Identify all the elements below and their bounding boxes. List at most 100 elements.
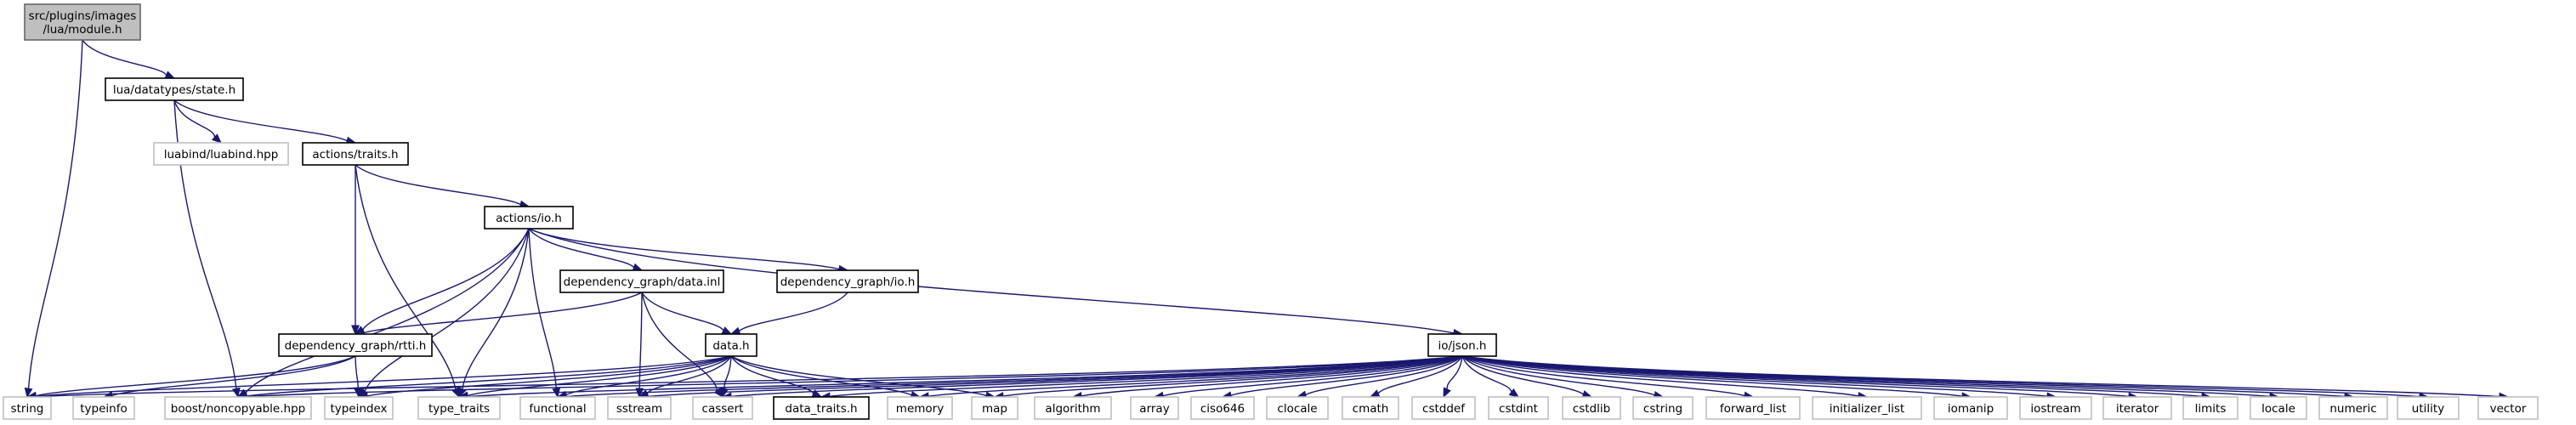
edge-state_h-to-traits_h — [173, 99, 357, 145]
edge-json_h-to-cstddef — [1443, 355, 1463, 399]
node-label: memory — [896, 402, 944, 416]
node-label: cstdint — [1499, 402, 1538, 416]
node-label: iostream — [2030, 402, 2080, 416]
node-data_traits_h[interactable]: data_traits.h — [773, 396, 870, 420]
node-state_h[interactable]: lua/datatypes/state.h — [105, 77, 244, 101]
node-box — [559, 269, 724, 293]
node-box — [302, 142, 409, 166]
node-luabind_hpp: luabind/luabind.hpp — [153, 142, 289, 166]
node-label: type_traits — [428, 402, 490, 416]
node-actions_io_h[interactable]: actions/io.h — [484, 206, 574, 230]
node-label: string — [11, 402, 44, 416]
node-box — [1562, 396, 1621, 420]
node-box — [887, 396, 953, 420]
node-label: typeindex — [330, 402, 387, 416]
node-box — [1427, 333, 1497, 357]
node-data_h[interactable]: data.h — [705, 333, 757, 357]
node-cassert: cassert — [692, 396, 753, 420]
node-box — [24, 3, 141, 41]
node-iostream: iostream — [2019, 396, 2092, 420]
node-functional: functional — [519, 396, 596, 420]
node-noncopyable: boost/noncopyable.hpp — [164, 396, 312, 420]
node-string: string — [3, 396, 52, 420]
edge-module_h-to-string — [24, 39, 83, 399]
node-box — [1812, 396, 1922, 420]
node-traits_h[interactable]: actions/traits.h — [302, 142, 409, 166]
node-memory: memory — [887, 396, 953, 420]
node-module_h[interactable]: src/plugins/images/lua/module.h — [24, 3, 141, 41]
node-box — [1933, 396, 2008, 420]
node-algorithm: algorithm — [1034, 396, 1112, 420]
node-label: actions/io.h — [496, 212, 562, 225]
node-cmath: cmath — [1342, 396, 1399, 420]
node-box — [417, 396, 501, 420]
edge-module_h-to-state_h — [82, 39, 176, 79]
node-box — [2250, 396, 2307, 420]
node-box — [484, 206, 574, 230]
node-sstream: sstream — [607, 396, 672, 420]
node-box — [2182, 396, 2238, 420]
node-clocale: clocale — [1266, 396, 1329, 420]
edge-json_h-to-noncopyable — [236, 355, 1463, 401]
node-box — [2102, 396, 2172, 420]
node-label: dependency_graph/rtti.h — [285, 339, 427, 353]
node-label: cstring — [1643, 402, 1682, 416]
edge-dg_data_inl-to-data_h — [641, 292, 733, 335]
node-cstdint: cstdint — [1488, 396, 1549, 420]
node-box — [2019, 396, 2092, 420]
node-cstddef: cstddef — [1411, 396, 1476, 420]
node-label: dependency_graph/data.inl — [564, 275, 721, 289]
node-box — [1411, 396, 1476, 420]
edge-dg_io_h-to-data_h — [729, 292, 848, 336]
node-label: functional — [529, 402, 586, 416]
node-array: array — [1130, 396, 1179, 420]
node-box — [1632, 396, 1694, 420]
node-iterator: iterator — [2102, 396, 2172, 420]
node-label: ciso646 — [1200, 402, 1245, 416]
node-box — [1266, 396, 1329, 420]
node-label: forward_list — [1720, 402, 1786, 416]
node-json_h[interactable]: io/json.h — [1427, 333, 1497, 357]
node-box — [607, 396, 672, 420]
edge-traits_h-to-actions_io_h — [355, 164, 531, 209]
node-label: luabind/luabind.hpp — [164, 148, 279, 162]
node-box — [72, 396, 135, 420]
node-dg_io_h[interactable]: dependency_graph/io.h — [776, 269, 919, 293]
edge-dg_rtti_h-to-string — [26, 355, 356, 400]
node-dg_rtti_h[interactable]: dependency_graph/rtti.h — [278, 333, 433, 357]
node-box — [164, 396, 312, 420]
node-label: cmath — [1353, 402, 1389, 416]
node-label: boost/noncopyable.hpp — [171, 402, 305, 416]
edge-traits_h-to-dg_rtti_h — [351, 165, 360, 336]
node-utility: utility — [2397, 396, 2460, 420]
node-label: lua/datatypes/state.h — [113, 83, 235, 97]
node-label: cstdlib — [1573, 402, 1610, 416]
node-label: src/plugins/images — [29, 9, 137, 23]
node-initializer_list: initializer_list — [1812, 396, 1922, 420]
node-label: clocale — [1277, 402, 1317, 416]
node-box — [1190, 396, 1255, 420]
node-label: actions/traits.h — [312, 148, 398, 162]
node-box — [971, 396, 1018, 420]
edge-traits_h-to-type_traits — [355, 164, 460, 399]
edge-dg_data_inl-to-dg_rtti_h — [354, 292, 643, 337]
nodes-layer: src/plugins/images/lua/module.h lua/datat… — [3, 3, 2539, 420]
node-cstdlib: cstdlib — [1562, 396, 1621, 420]
node-label: algorithm — [1045, 402, 1100, 416]
node-label: initializer_list — [1830, 402, 1904, 416]
node-box — [324, 396, 394, 420]
node-label: map — [982, 402, 1007, 416]
node-type_traits: type_traits — [417, 396, 501, 420]
node-box — [278, 333, 433, 357]
node-typeinfo: typeinfo — [72, 396, 135, 420]
node-box — [705, 333, 757, 357]
node-box — [519, 396, 596, 420]
node-label: typeinfo — [80, 402, 127, 416]
node-label: data.h — [712, 339, 749, 353]
node-label: /lua/module.h — [43, 23, 122, 37]
node-label: sstream — [616, 402, 662, 416]
node-dg_data_inl[interactable]: dependency_graph/data.inl — [559, 269, 724, 293]
node-box — [1705, 396, 1801, 420]
edge-json_h-to-cstdint — [1461, 355, 1520, 398]
